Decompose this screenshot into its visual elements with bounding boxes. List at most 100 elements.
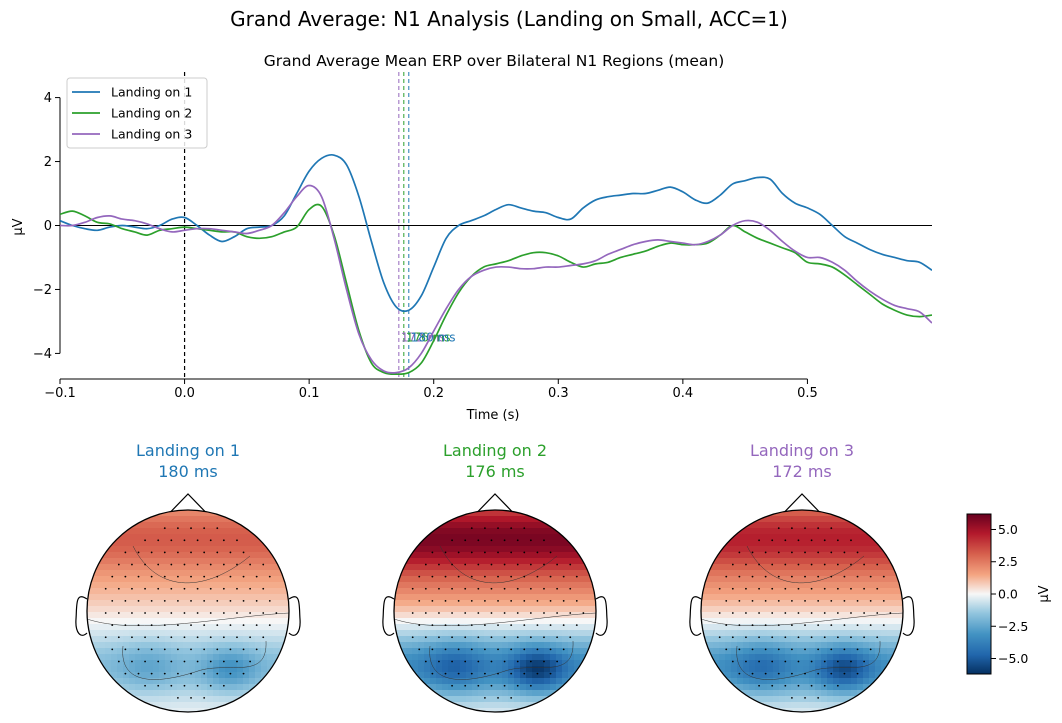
electrode-dot <box>157 636 160 639</box>
electrode-dot <box>222 660 225 663</box>
electrode-dot <box>536 624 539 627</box>
electrode-dot <box>490 684 493 687</box>
nose-outline <box>170 493 206 512</box>
electrode-dot <box>411 636 414 639</box>
topomap-title: Landing on 2 <box>443 441 547 460</box>
electrode-dot <box>869 648 872 651</box>
electrode-dot <box>470 527 473 530</box>
electrode-dot <box>497 696 499 699</box>
electrode-dot <box>190 624 192 627</box>
electrode-dot <box>516 539 519 542</box>
electrode-dot <box>529 612 532 614</box>
electrode-dot <box>163 624 166 627</box>
electrode-dot <box>150 600 153 602</box>
electrode-dot <box>275 612 278 614</box>
electrode-dot <box>170 563 173 566</box>
electrode-dot <box>490 539 493 542</box>
electrode-dot <box>503 660 506 663</box>
electrode-dot <box>124 600 127 602</box>
electrode-dot <box>424 660 427 663</box>
electrode-dot <box>484 696 486 699</box>
electrode-dot <box>810 612 813 614</box>
electrode-dot <box>203 575 206 578</box>
electrode-dot <box>758 684 760 687</box>
electrode-dot <box>758 539 760 542</box>
electrode-dot <box>738 600 741 602</box>
electrode-dot <box>791 527 793 530</box>
electrode-dot <box>190 575 192 578</box>
electrode-dot <box>177 600 179 602</box>
electrode-dot <box>797 660 800 663</box>
electrode-dot <box>222 563 225 566</box>
electrode-dot <box>457 600 460 602</box>
electrode-dot <box>451 539 453 542</box>
electrode-dot <box>523 527 526 530</box>
electrode-dot <box>163 527 166 530</box>
electrode-dot <box>255 648 258 651</box>
left-ear-outline <box>75 596 88 636</box>
electrode-dot <box>536 575 539 578</box>
electrode-dot <box>543 563 545 566</box>
electrode-dot <box>850 539 852 542</box>
electrode-dot <box>229 624 232 627</box>
electrode-dot <box>222 539 225 542</box>
electrode-dot <box>784 612 787 614</box>
electrode-dot <box>438 563 440 566</box>
electrode-dot <box>451 684 453 687</box>
electrode-dot <box>791 648 793 651</box>
electrode-dot <box>104 636 107 639</box>
electrode-dot <box>817 600 820 602</box>
electrode-dot <box>556 563 559 566</box>
topomap-title: Landing on 1 <box>136 441 240 460</box>
electrode-dot <box>850 636 852 639</box>
electrode-dot <box>810 660 813 663</box>
erp-series-lines <box>60 153 932 376</box>
electrode-dot <box>418 600 421 602</box>
electrode-dot <box>144 684 146 687</box>
electrode-dot <box>163 551 166 554</box>
electrode-dot <box>516 684 519 687</box>
electrode-dot <box>497 600 499 602</box>
electrode-dot <box>464 563 467 566</box>
electrode-dot <box>163 672 166 675</box>
electrode-dot <box>216 672 219 675</box>
electrode-dot <box>856 551 859 554</box>
electrode-dot <box>477 587 480 590</box>
electrode-dot <box>497 551 499 554</box>
electrode-dot <box>738 624 741 627</box>
electrode-dot <box>784 539 787 542</box>
electrode-dot <box>124 575 127 578</box>
electrode-dot <box>236 563 238 566</box>
electrode-dot <box>150 624 153 627</box>
electrode-dot <box>804 575 806 578</box>
electrode-dot <box>183 612 186 614</box>
electrode-dot <box>804 527 806 530</box>
electrode-dot <box>137 648 140 651</box>
electrode-dot <box>411 612 414 614</box>
electrode-dot <box>124 624 127 627</box>
electrode-dot <box>549 624 552 627</box>
electrode-dot <box>477 612 480 614</box>
electrode-dot <box>523 648 526 651</box>
electrode-dot <box>529 684 532 687</box>
electrode-dot <box>222 612 225 614</box>
topomap-panel: Landing on 2 176 ms <box>382 441 608 713</box>
electrode-dot <box>150 575 153 578</box>
electrode-dot <box>718 612 721 614</box>
left-ear-outline <box>689 596 702 636</box>
erp-legend: Landing on 1 Landing on 2 Landing on 3 <box>66 77 208 149</box>
electrode-dot <box>196 563 199 566</box>
electrode-dot <box>817 624 820 627</box>
electrode-dot <box>777 551 780 554</box>
electrode-dot <box>817 672 820 675</box>
electrode-dot <box>209 660 212 663</box>
electrode-dot <box>484 551 486 554</box>
electrode-dot <box>503 563 506 566</box>
electrode-dot <box>464 684 467 687</box>
electrode-dot <box>549 672 552 675</box>
electrode-dot <box>190 696 192 699</box>
electrode-dot <box>797 612 800 614</box>
electrode-dot <box>516 636 519 639</box>
electrode-dot <box>177 527 179 530</box>
electrode-dot <box>183 660 186 663</box>
